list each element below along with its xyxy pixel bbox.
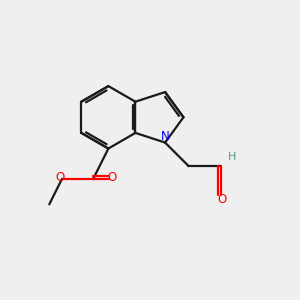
- Text: N: N: [161, 130, 170, 142]
- Text: O: O: [218, 194, 227, 206]
- Text: H: H: [228, 152, 236, 162]
- Text: O: O: [108, 171, 117, 184]
- Text: O: O: [55, 171, 64, 184]
